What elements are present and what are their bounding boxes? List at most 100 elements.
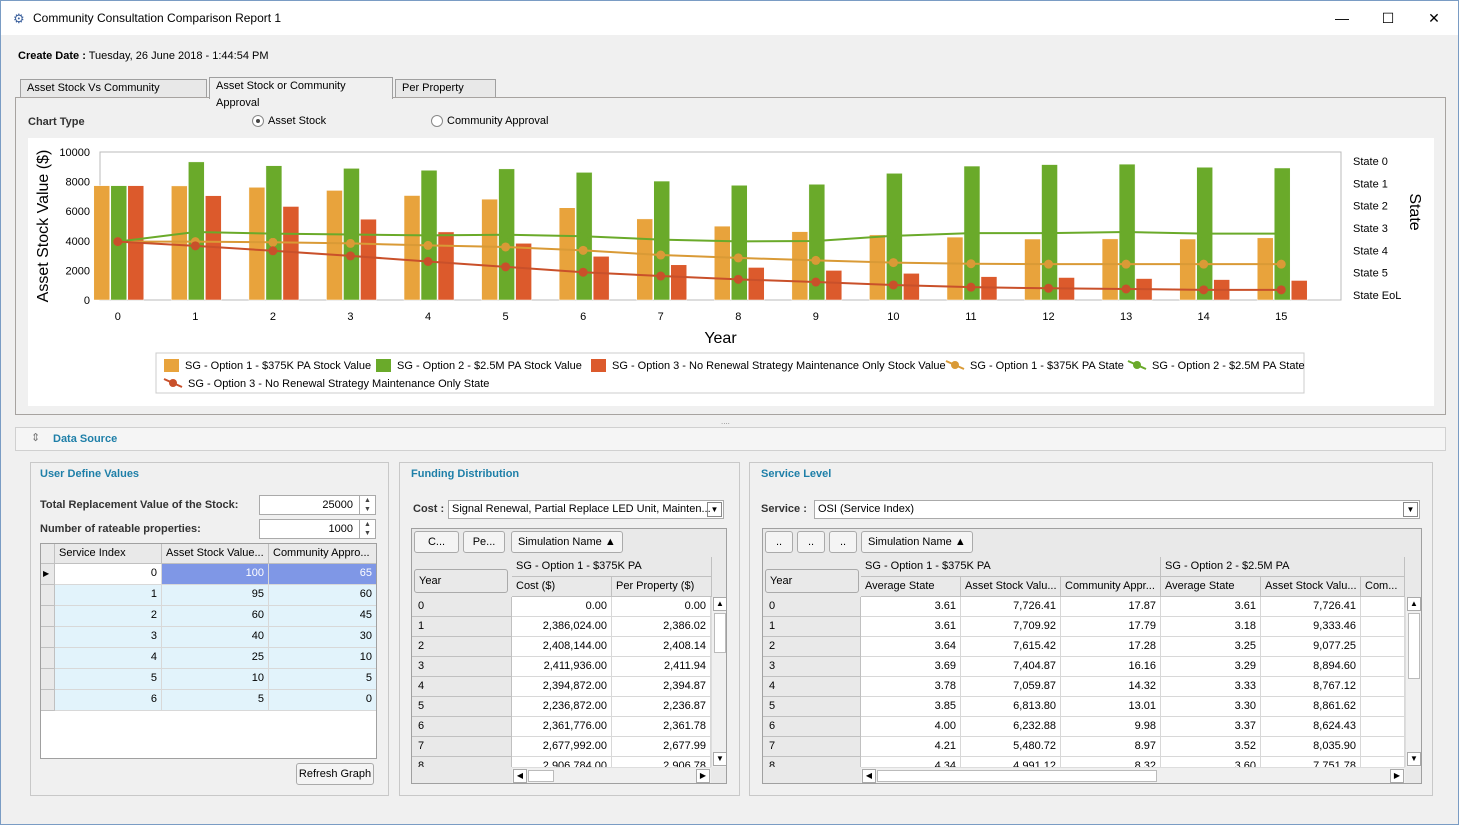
table-cell[interactable]: 3.61: [861, 597, 961, 617]
table-cell[interactable]: 2,394,872.00: [512, 677, 612, 697]
year-cell[interactable]: 3: [763, 657, 861, 677]
table-cell[interactable]: 7,709.92: [961, 617, 1061, 637]
table-cell[interactable]: 3.61: [861, 617, 961, 637]
table-cell[interactable]: 2,677.99: [612, 737, 711, 757]
total-replacement-input[interactable]: 25000 ▲ ▼: [259, 495, 376, 515]
row-indicator[interactable]: [41, 669, 55, 690]
table-cell[interactable]: [1361, 637, 1405, 657]
year-cell[interactable]: 4: [412, 677, 512, 697]
table-cell[interactable]: 9.98: [1061, 717, 1161, 737]
table-cell[interactable]: 5,480.72: [961, 737, 1061, 757]
chevron-down-icon[interactable]: ▼: [1403, 502, 1418, 517]
tab-asset-vs-community[interactable]: Asset Stock Vs Community Approval: [20, 79, 207, 111]
table-cell[interactable]: 2,408.14: [612, 637, 711, 657]
year-cell[interactable]: 7: [763, 737, 861, 757]
row-indicator[interactable]: ▶: [41, 564, 55, 585]
table-cell[interactable]: 4: [55, 648, 162, 669]
group-column-button[interactable]: Simulation Name ▲: [511, 531, 623, 553]
table-cell[interactable]: 2,411.94: [612, 657, 711, 677]
table-cell[interactable]: 0.00: [512, 597, 612, 617]
column-header[interactable]: Per Property ($): [612, 577, 712, 597]
column-header[interactable]: Cost ($): [512, 577, 612, 597]
table-cell[interactable]: 8,767.12: [1261, 677, 1361, 697]
radio-asset-stock[interactable]: Asset Stock: [252, 115, 326, 127]
collapse-icon[interactable]: ⇕: [31, 432, 41, 444]
table-cell[interactable]: 3.25: [1161, 637, 1261, 657]
table-cell[interactable]: 100: [162, 564, 269, 585]
year-cell[interactable]: 2: [763, 637, 861, 657]
table-cell[interactable]: 17.28: [1061, 637, 1161, 657]
year-cell[interactable]: 5: [763, 697, 861, 717]
table-cell[interactable]: [1361, 717, 1405, 737]
table-cell[interactable]: 65: [269, 564, 376, 585]
table-cell[interactable]: 5: [269, 669, 376, 690]
table-cell[interactable]: 7,615.42: [961, 637, 1061, 657]
rateable-properties-input[interactable]: 1000 ▲ ▼: [259, 519, 376, 539]
group-column-button[interactable]: Simulation Name ▲: [861, 531, 973, 553]
scroll-down-icon[interactable]: ▼: [1407, 752, 1421, 766]
group-column-button[interactable]: ..: [765, 531, 793, 553]
table-cell[interactable]: 2,386.02: [612, 617, 711, 637]
table-cell[interactable]: 0: [269, 690, 376, 711]
table-cell[interactable]: 2,906.78: [612, 757, 711, 767]
group-column-button[interactable]: ..: [829, 531, 857, 553]
row-indicator[interactable]: [41, 690, 55, 711]
refresh-graph-button[interactable]: Refresh Graph: [296, 763, 374, 785]
table-cell[interactable]: 3.33: [1161, 677, 1261, 697]
horizontal-scrollbar[interactable]: ◀ ▶: [861, 767, 1405, 783]
column-header[interactable]: Com...: [1361, 577, 1405, 597]
table-cell[interactable]: 25: [162, 648, 269, 669]
table-cell[interactable]: [1361, 677, 1405, 697]
year-cell[interactable]: 3: [412, 657, 512, 677]
table-cell[interactable]: 0: [55, 564, 162, 585]
table-cell[interactable]: 7,059.87: [961, 677, 1061, 697]
funding-grid[interactable]: C... Pe... Simulation Name ▲ Year SG - Optio…: [411, 528, 727, 784]
table-cell[interactable]: 3.85: [861, 697, 961, 717]
table-cell[interactable]: 2,677,992.00: [512, 737, 612, 757]
table-cell[interactable]: 3.30: [1161, 697, 1261, 717]
service-dropdown[interactable]: OSI (Service Index) ▼: [814, 500, 1420, 519]
column-header[interactable]: Average State: [861, 577, 961, 597]
table-cell[interactable]: 3.52: [1161, 737, 1261, 757]
table-cell[interactable]: 3.78: [861, 677, 961, 697]
table-cell[interactable]: 0.00: [612, 597, 711, 617]
year-cell[interactable]: 6: [763, 717, 861, 737]
table-cell[interactable]: 10: [269, 648, 376, 669]
scroll-left-icon[interactable]: ◀: [862, 769, 876, 783]
table-cell[interactable]: 7,751.78: [1261, 757, 1361, 767]
table-cell[interactable]: 8.32: [1061, 757, 1161, 767]
table-cell[interactable]: 16.16: [1061, 657, 1161, 677]
table-cell[interactable]: 13.01: [1061, 697, 1161, 717]
table-cell[interactable]: 4,991.12: [961, 757, 1061, 767]
year-cell[interactable]: 4: [763, 677, 861, 697]
service-grid[interactable]: ...... Simulation Name ▲ Year SG - Option 1…: [762, 528, 1422, 784]
table-cell[interactable]: 17.79: [1061, 617, 1161, 637]
group-column-button[interactable]: ..: [797, 531, 825, 553]
row-indicator[interactable]: [41, 627, 55, 648]
table-cell[interactable]: 9,077.25: [1261, 637, 1361, 657]
column-header[interactable]: Asset Stock Valu...: [961, 577, 1061, 597]
scroll-left-icon[interactable]: ◀: [513, 769, 527, 783]
table-cell[interactable]: 95: [162, 585, 269, 606]
table-cell[interactable]: 17.87: [1061, 597, 1161, 617]
table-cell[interactable]: 9,333.46: [1261, 617, 1361, 637]
year-cell[interactable]: 5: [412, 697, 512, 717]
table-cell[interactable]: 7,726.41: [961, 597, 1061, 617]
table-cell[interactable]: 3.69: [861, 657, 961, 677]
table-cell[interactable]: 60: [269, 585, 376, 606]
table-cell[interactable]: 2,408,144.00: [512, 637, 612, 657]
table-cell[interactable]: 2,411,936.00: [512, 657, 612, 677]
row-indicator[interactable]: [41, 648, 55, 669]
table-cell[interactable]: [1361, 617, 1405, 637]
table-cell[interactable]: 2,394.87: [612, 677, 711, 697]
scroll-thumb[interactable]: [877, 770, 1157, 782]
table-cell[interactable]: 60: [162, 606, 269, 627]
table-cell[interactable]: 10: [162, 669, 269, 690]
table-cell[interactable]: 2,386,024.00: [512, 617, 612, 637]
table-cell[interactable]: [1361, 757, 1405, 767]
user-define-grid[interactable]: Service Index Asset Stock Value... Communi…: [40, 543, 377, 759]
tab-asset-or-community[interactable]: Asset Stock or Community Approval: [209, 77, 393, 109]
year-cell[interactable]: 8: [763, 757, 861, 767]
table-cell[interactable]: 3.37: [1161, 717, 1261, 737]
vertical-scrollbar[interactable]: ▲ ▼: [1405, 597, 1421, 767]
